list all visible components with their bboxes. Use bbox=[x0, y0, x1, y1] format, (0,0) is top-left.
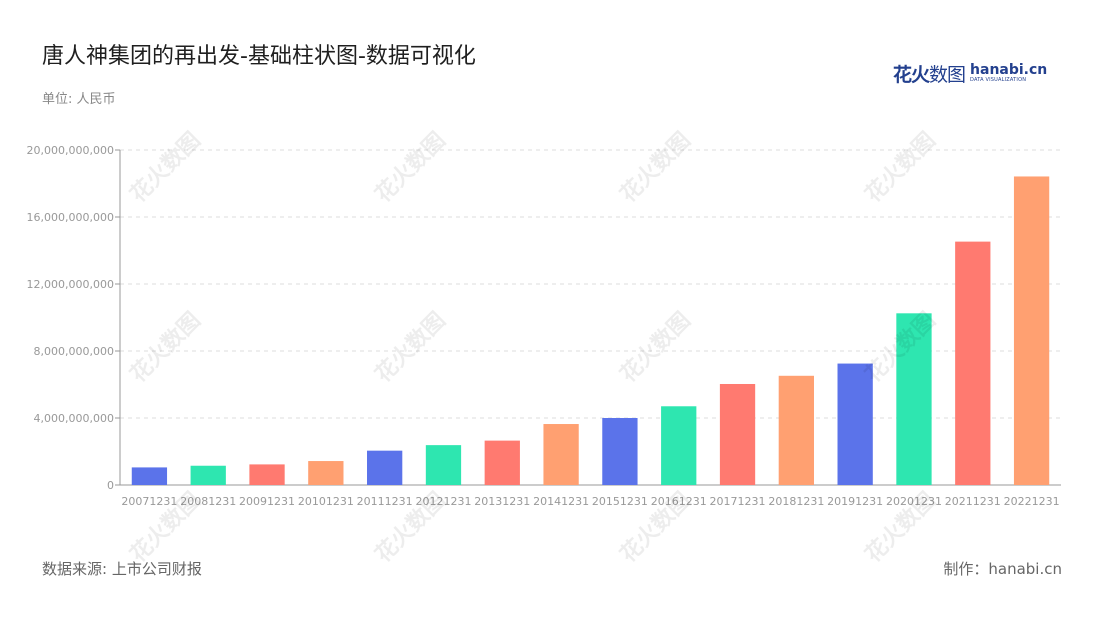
logo-english: hanabi.cn DATA VISUALIZATION bbox=[970, 63, 1047, 83]
bar bbox=[661, 406, 697, 485]
bar bbox=[955, 241, 991, 485]
y-tick-label: 0 bbox=[107, 479, 114, 492]
x-tick-label: 20101231 bbox=[298, 495, 354, 508]
chart-title: 唐人神集团的再出发-基础柱状图-数据可视化 bbox=[42, 44, 476, 69]
bar bbox=[543, 424, 579, 485]
x-tick-label: 20121231 bbox=[415, 495, 471, 508]
logo-chinese: 花火数图 bbox=[893, 60, 966, 87]
x-tick-label: 20201231 bbox=[886, 495, 942, 508]
x-tick-label: 20131231 bbox=[474, 495, 530, 508]
y-tick-label: 16,000,000,000 bbox=[27, 211, 114, 224]
bar bbox=[249, 464, 285, 485]
bar bbox=[308, 461, 344, 485]
bar bbox=[1013, 176, 1050, 485]
bar bbox=[484, 440, 520, 485]
bar bbox=[425, 445, 462, 485]
x-tick-label: 20111231 bbox=[357, 495, 413, 508]
x-tick-label: 20221231 bbox=[1004, 495, 1060, 508]
bar bbox=[719, 383, 756, 485]
x-tick-label: 20171231 bbox=[710, 495, 766, 508]
x-tick-label: 20141231 bbox=[533, 495, 589, 508]
logo-chinese-thin: 数图 bbox=[929, 63, 966, 86]
bar bbox=[778, 375, 814, 485]
x-tick-label: 20191231 bbox=[827, 495, 883, 508]
bar bbox=[190, 465, 226, 485]
bar bbox=[602, 418, 638, 485]
y-tick-label: 4,000,000,000 bbox=[34, 412, 114, 425]
bar bbox=[131, 467, 168, 485]
hanabi-logo: 花火数图 hanabi.cn DATA VISUALIZATION bbox=[893, 60, 1047, 86]
unit-label: 单位: 人民币 bbox=[42, 92, 116, 107]
y-tick-label: 8,000,000,000 bbox=[34, 345, 114, 358]
data-source: 数据来源: 上市公司财报 bbox=[42, 560, 202, 578]
y-tick-label: 20,000,000,000 bbox=[27, 144, 114, 157]
logo-chinese-bold: 花火 bbox=[893, 63, 930, 86]
x-tick-label: 20151231 bbox=[592, 495, 648, 508]
x-tick-label: 20091231 bbox=[239, 495, 295, 508]
x-tick-label: 20181231 bbox=[768, 495, 824, 508]
x-tick-label: 20071231 bbox=[121, 495, 177, 508]
x-tick-label: 20081231 bbox=[180, 495, 236, 508]
bar bbox=[896, 313, 932, 485]
y-tick-label: 12,000,000,000 bbox=[27, 278, 114, 291]
credit: 制作：hanabi.cn bbox=[943, 560, 1062, 578]
bar bbox=[367, 450, 403, 485]
bar bbox=[837, 363, 873, 485]
logo-english-sub: DATA VISUALIZATION bbox=[970, 77, 1027, 83]
x-tick-label: 20161231 bbox=[651, 495, 707, 508]
x-tick-label: 20211231 bbox=[945, 495, 1001, 508]
logo-english-main: hanabi.cn bbox=[970, 62, 1048, 78]
